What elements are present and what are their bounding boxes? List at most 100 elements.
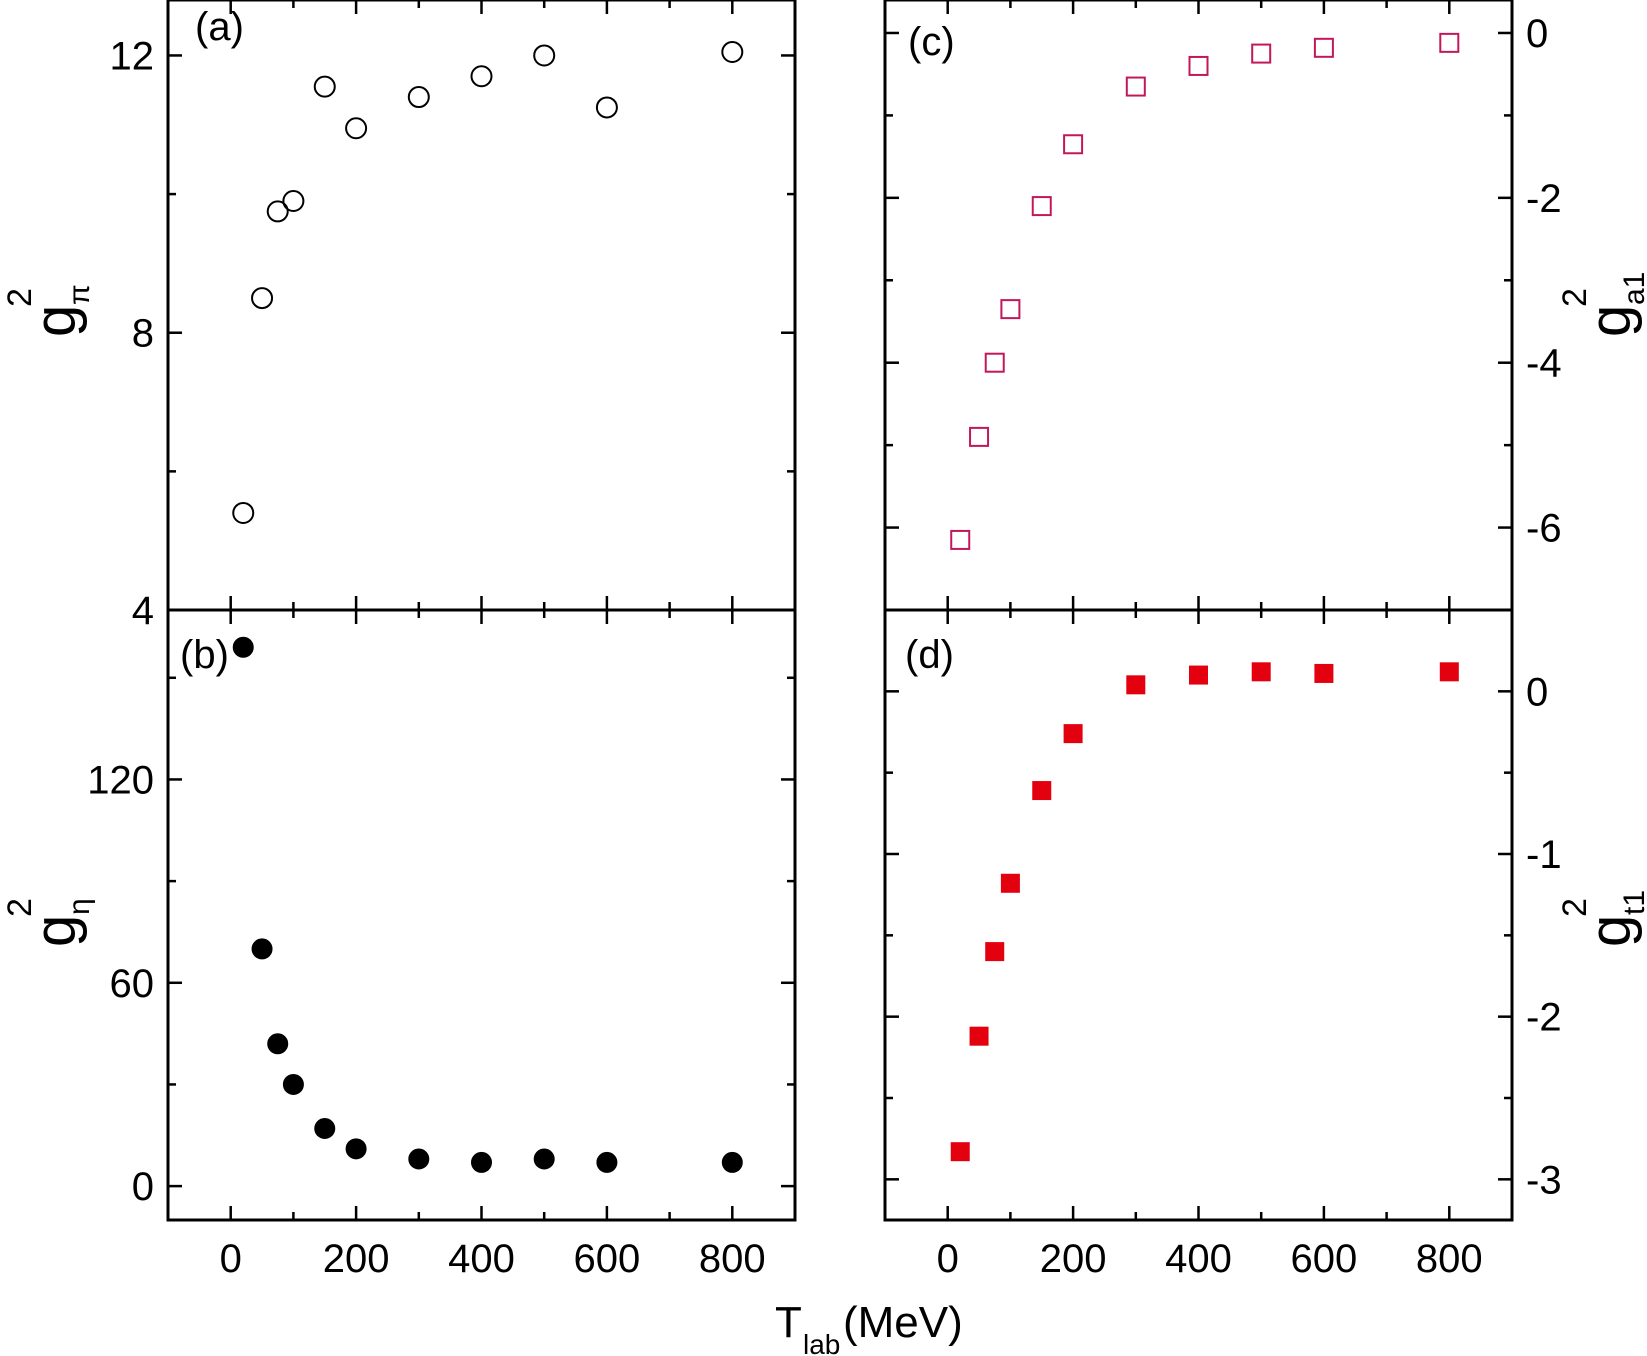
data-point-d bbox=[1032, 781, 1052, 801]
data-point-a bbox=[407, 86, 430, 109]
x-tick-label: 0 bbox=[220, 1237, 242, 1281]
data-point-c bbox=[1313, 37, 1334, 58]
y-tick-label: -6 bbox=[1526, 507, 1562, 551]
data-point-a bbox=[232, 501, 255, 524]
data-point-b bbox=[314, 1118, 336, 1139]
y-tick-label: 0 bbox=[1526, 670, 1548, 714]
data-point-b bbox=[721, 1151, 743, 1173]
data-point-c bbox=[1188, 55, 1209, 76]
x-tick-label: 400 bbox=[448, 1237, 515, 1281]
panel-a: 4 8 12 g2 π (a) bbox=[1, 0, 797, 633]
y-axis-title-main: g bbox=[1578, 915, 1643, 947]
y-axis-title-b: g2 η bbox=[1, 898, 96, 947]
data-point-d bbox=[1000, 873, 1020, 893]
x-axis-title-main: T bbox=[775, 1298, 802, 1347]
data-point-c bbox=[950, 529, 971, 550]
data-point-c bbox=[969, 426, 990, 447]
panel-d-frame bbox=[883, 608, 1514, 1222]
y-axis-title-sup: 2 bbox=[1, 288, 39, 307]
x-tick-label: 200 bbox=[323, 1237, 390, 1281]
data-point-a bbox=[345, 117, 368, 140]
panel-label-d: (d) bbox=[905, 633, 954, 677]
panel-a-frame bbox=[166, 0, 797, 612]
panel-b-frame bbox=[166, 608, 797, 1222]
y-axis-title-sup: 2 bbox=[1, 898, 39, 917]
data-point-d bbox=[950, 1142, 970, 1162]
data-point-a bbox=[533, 44, 556, 67]
y-tick-label: -1 bbox=[1526, 833, 1562, 877]
data-point-c bbox=[1251, 43, 1272, 64]
data-point-b bbox=[533, 1148, 555, 1170]
data-point-a bbox=[470, 65, 493, 88]
y-axis-title-c: g2 a1 bbox=[1556, 272, 1647, 337]
y-tick-label: 4 bbox=[132, 589, 154, 633]
y-tick-label: 0 bbox=[1526, 12, 1548, 56]
y-axis-title-a: g2 π bbox=[1, 284, 96, 337]
data-point-c bbox=[984, 352, 1005, 373]
y-tick-label: 60 bbox=[110, 962, 155, 1006]
data-point-a bbox=[721, 40, 744, 63]
x-tick-label: 800 bbox=[1416, 1237, 1483, 1281]
data-point-c bbox=[1439, 32, 1460, 53]
data-point-c bbox=[1000, 299, 1021, 320]
y-tick-label: 120 bbox=[87, 758, 154, 802]
y-axis-title-d: g2 t1 bbox=[1556, 890, 1647, 947]
x-tick-label: 200 bbox=[1040, 1237, 1107, 1281]
data-point-a bbox=[266, 200, 289, 223]
x-tick-label: 400 bbox=[1165, 1237, 1232, 1281]
data-point-d bbox=[1439, 662, 1459, 682]
y-tick-label: 12 bbox=[110, 34, 155, 78]
y-axis-title-sup: 2 bbox=[1556, 288, 1594, 307]
data-point-a bbox=[595, 96, 618, 119]
y-axis-title-main: g bbox=[1578, 305, 1643, 337]
y-tick-label: 8 bbox=[132, 312, 154, 356]
panel-label-c: (c) bbox=[908, 20, 955, 64]
data-point-b bbox=[596, 1151, 618, 1173]
y-axis-title-main: g bbox=[23, 305, 88, 337]
data-point-d bbox=[1251, 662, 1271, 682]
data-point-d bbox=[1063, 724, 1083, 744]
panel-label-a: (a) bbox=[195, 5, 244, 49]
data-point-b bbox=[282, 1073, 304, 1095]
x-axis-title-unit: (MeV) bbox=[843, 1298, 963, 1347]
y-tick-label: -4 bbox=[1526, 342, 1562, 386]
y-axis-title-sub: π bbox=[63, 284, 96, 305]
data-point-d bbox=[969, 1026, 989, 1046]
data-point-d bbox=[1314, 663, 1334, 683]
panel-c-frame bbox=[883, 0, 1514, 612]
y-axis-title-sup: 2 bbox=[1556, 898, 1594, 917]
y-tick-label: -3 bbox=[1526, 1158, 1562, 1202]
y-tick-label: -2 bbox=[1526, 177, 1562, 221]
data-point-a bbox=[251, 287, 274, 310]
y-axis-title-sub: η bbox=[63, 898, 96, 915]
x-tick-label: 0 bbox=[937, 1237, 959, 1281]
data-point-d bbox=[985, 942, 1005, 962]
data-point-b bbox=[232, 636, 254, 658]
data-point-c bbox=[1125, 76, 1146, 97]
data-point-b bbox=[471, 1151, 492, 1173]
data-point-a bbox=[282, 190, 305, 213]
data-point-d bbox=[1126, 675, 1146, 695]
data-point-c bbox=[1063, 134, 1084, 155]
y-tick-label: -2 bbox=[1526, 996, 1562, 1040]
x-tick-label: 600 bbox=[1291, 1237, 1358, 1281]
data-point-b bbox=[408, 1148, 430, 1170]
x-axis-title-sub: lab bbox=[803, 1329, 840, 1356]
panel-d: 0 200 400 600 800 0 -1 -2 -3 g2 t1 (d) bbox=[883, 608, 1647, 1281]
y-axis-title-sub: t1 bbox=[1618, 890, 1647, 915]
panel-c: 0 -2 -4 -6 g2 a1 (c) bbox=[883, 0, 1647, 612]
y-axis-title-sub: a1 bbox=[1618, 272, 1647, 305]
x-axis-title: T lab (MeV) bbox=[775, 1298, 963, 1356]
data-point-d bbox=[1189, 665, 1208, 685]
y-tick-label: 0 bbox=[132, 1165, 154, 1209]
panel-b: 0 200 400 600 800 0 60 120 g2 η (b) bbox=[1, 608, 797, 1281]
data-point-b bbox=[345, 1138, 367, 1160]
x-tick-label: 800 bbox=[699, 1237, 766, 1281]
x-tick-label: 600 bbox=[574, 1237, 641, 1281]
panel-label-b: (b) bbox=[180, 633, 229, 677]
data-point-a bbox=[313, 75, 336, 98]
data-point-c bbox=[1031, 196, 1052, 217]
data-point-b bbox=[251, 938, 273, 960]
